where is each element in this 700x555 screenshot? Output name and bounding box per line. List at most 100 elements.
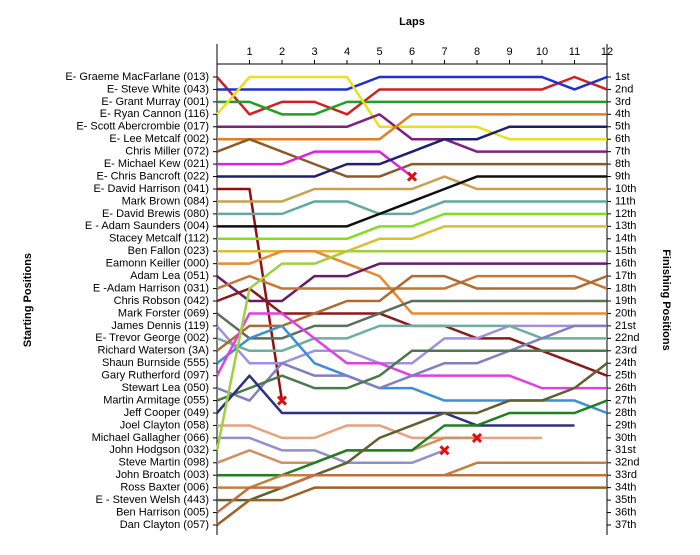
finishing-label: 11th [615, 195, 636, 207]
finishing-label: 28th [615, 407, 636, 419]
driver-line [216, 299, 607, 340]
retirement-marker [439, 445, 450, 456]
starting-label: James Dennis (119) [111, 320, 209, 332]
finishing-label: 25th [615, 370, 636, 382]
starting-label: E- Trevor George (002) [95, 332, 209, 344]
driver-line [217, 113, 607, 153]
driver-line [216, 473, 607, 514]
finishing-label: 21st [615, 320, 636, 332]
finishing-label: 3rd [615, 96, 631, 108]
driver-line [216, 75, 608, 116]
starting-label: E- Graeme MacFarlane (013) [65, 71, 209, 83]
starting-label: Joel Clayton (058) [120, 419, 209, 431]
retirement-marker [276, 395, 288, 406]
finishing-label: 32nd [615, 457, 639, 469]
finishing-label: 14th [615, 233, 636, 245]
driver-line [216, 486, 607, 526]
starting-label: Chris Robson (042) [114, 295, 209, 307]
finishing-label: 18th [615, 282, 636, 294]
starting-label: Mark Forster (069) [118, 307, 209, 319]
retirement-marker [406, 171, 418, 182]
starting-label: E- Chris Bancroft (022) [97, 170, 209, 182]
x-tick-label: 9 [506, 46, 512, 58]
finishing-label: 2nd [615, 83, 633, 95]
finishing-label: 8th [615, 158, 630, 170]
finishing-label: 9th [615, 170, 630, 182]
y2-axis-label: Finishing Positions [660, 249, 672, 350]
x-tick-label: 2 [279, 46, 285, 58]
starting-label: E- Ryan Cannon (116) [100, 108, 209, 120]
starting-label: John Broatch (003) [115, 469, 209, 481]
driver-line [217, 150, 413, 178]
driver-line [217, 249, 607, 315]
driver-line [216, 349, 607, 402]
x-tick-label: 12 [601, 46, 613, 58]
finishing-label: 15th [615, 245, 636, 257]
starting-label: Adam Lea (051) [130, 270, 209, 282]
finishing-label: 17th [615, 270, 636, 282]
driver-line [217, 175, 607, 228]
driver-line [217, 75, 608, 91]
driver-line [216, 75, 607, 141]
y-axis-label: Starting Positions [22, 253, 34, 347]
finishing-label: 4th [615, 108, 630, 120]
finishing-label: 22nd [615, 332, 639, 344]
starting-label: Eamonn Keiller (000) [106, 258, 209, 270]
finishing-label: 35th [615, 494, 636, 506]
starting-label: Dan Clayton (057) [120, 519, 209, 531]
starting-label: Ben Harrison (005) [116, 506, 209, 518]
starting-label: E- David Brewis (080) [102, 208, 209, 220]
driver-line [216, 374, 575, 427]
starting-label: Chris Miller (072) [125, 146, 209, 158]
driver-line [216, 324, 607, 402]
x-tick-label: 6 [409, 46, 415, 58]
x-tick-label: 1 [246, 46, 252, 58]
finishing-label: 20th [615, 307, 636, 319]
finishing-label: 31st [615, 444, 636, 456]
finishing-label: 30th [615, 432, 636, 444]
starting-label: E- Steve White (043) [107, 83, 209, 95]
starting-label: E -Adam Harrison (031) [93, 282, 209, 294]
finishing-label: 29th [615, 419, 636, 431]
finishing-label: 34th [615, 482, 636, 494]
driver-line [217, 424, 542, 440]
finishing-label: 1st [615, 71, 630, 83]
starting-label: Shaun Burnside (555) [102, 357, 209, 369]
finishing-label: 10th [615, 183, 636, 195]
starting-label: Gary Rutherford (097) [101, 370, 209, 382]
starting-label: E - Adam Saunders (004) [85, 220, 209, 232]
starting-label: Martin Armitage (055) [103, 394, 209, 406]
finishing-label: 6th [615, 133, 630, 145]
finishing-label: 24th [615, 357, 636, 369]
driver-line [217, 175, 607, 203]
x-tick-label: 3 [311, 46, 317, 58]
starting-label: E- Michael Kew (021) [104, 158, 209, 170]
starting-label: Stewart Lea (050) [122, 382, 209, 394]
finishing-label: 36th [615, 506, 636, 518]
driver-line [217, 100, 607, 116]
starting-label: Michael Gallagher (066) [92, 432, 209, 444]
x-tick-label: 7 [441, 46, 447, 58]
finishing-label: 19th [615, 295, 636, 307]
finishing-label: 23rd [615, 345, 637, 357]
finishing-label: 7th [615, 146, 630, 158]
starting-label: E- David Harrison (041) [93, 183, 209, 195]
driver-line [216, 137, 607, 178]
driver-line [215, 249, 607, 451]
x-tick-label: 5 [376, 46, 382, 58]
finishing-label: 33rd [615, 469, 637, 481]
chart-title: Laps [399, 16, 425, 28]
starting-label: Ross Baxter (006) [120, 482, 209, 494]
starting-label: Mark Brown (084) [122, 195, 209, 207]
retirement-marker [471, 432, 483, 443]
x-tick-label: 11 [569, 46, 580, 58]
x-tick-label: 4 [344, 46, 350, 58]
starting-label: Richard Waterson (3A) [98, 345, 209, 357]
finishing-label: 26th [615, 382, 636, 394]
starting-label: Steve Martin (098) [119, 457, 209, 469]
starting-label: E - Steven Welsh (443) [95, 494, 209, 506]
starting-label: E- Grant Murray (001) [101, 96, 209, 108]
driver-line [217, 212, 607, 241]
finishing-label: 12th [615, 208, 636, 220]
